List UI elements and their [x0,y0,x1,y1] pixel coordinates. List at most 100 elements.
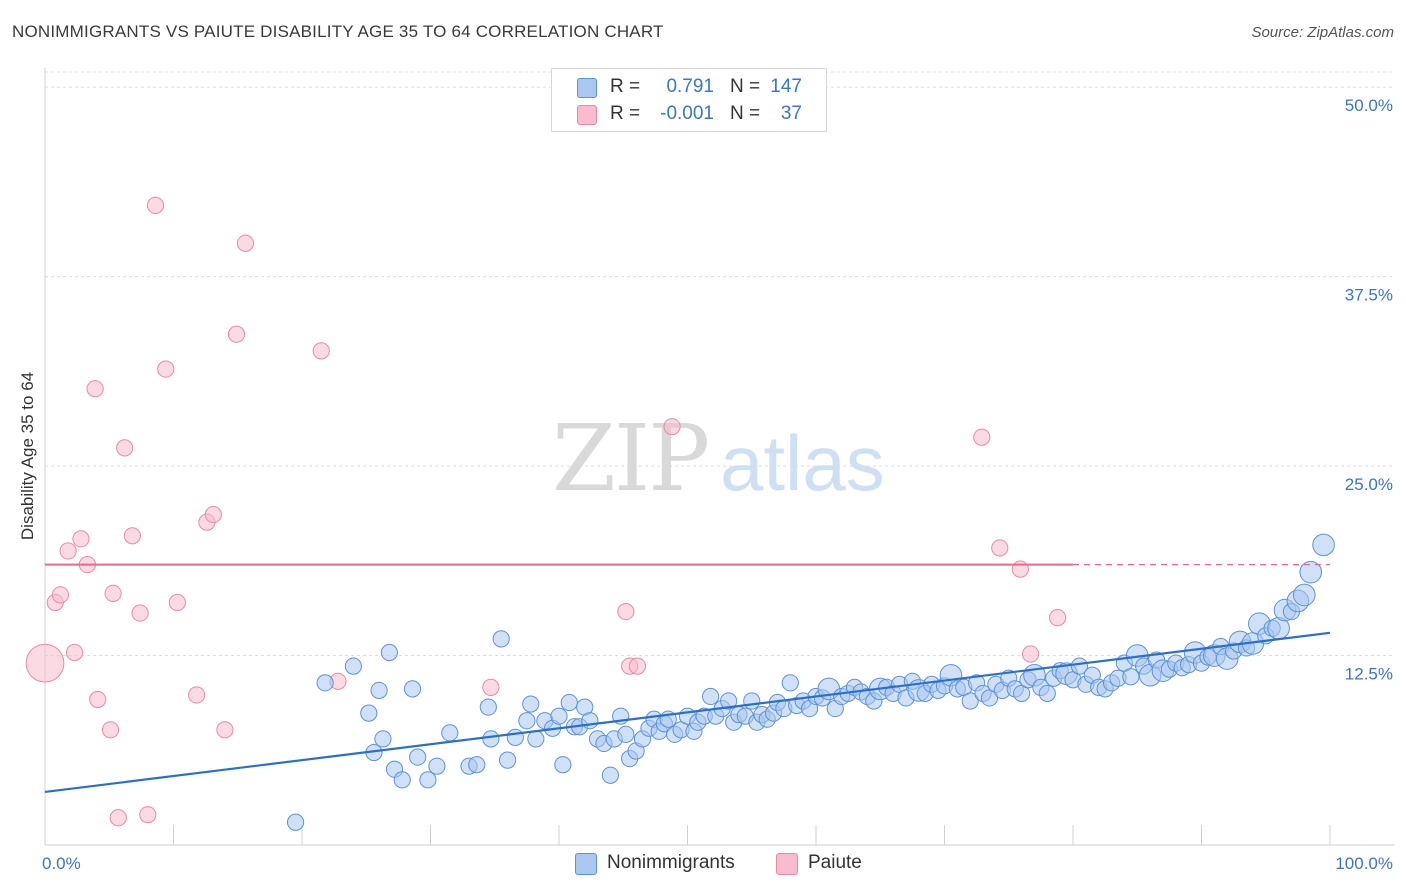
nonimmigrant-point [720,692,738,710]
watermark: ZIP atlas [552,405,885,512]
paiute-point [101,721,120,739]
paiute-point [25,643,65,683]
paiute-point [204,505,222,524]
nonimmigrant-point [961,692,979,710]
paiute-point [116,439,134,457]
nonimmigrant-point [581,712,599,730]
y-tick-label: 37.5% [1345,286,1393,305]
legend-label: Nonimmigrants [607,852,735,873]
paiute-point [157,360,175,378]
paiute-point [1048,609,1067,627]
x-tick-label: 0.0% [42,854,81,873]
legend-row-paiute: R = -0.001 N = 37 [552,101,826,127]
paiute-point [51,586,70,604]
paiute-point [663,418,681,436]
paiute-point [146,196,165,214]
y-tick-label: 25.0% [1345,475,1393,494]
legend-n-label: N = [730,76,761,97]
paiute-point [168,593,186,612]
legend-label: Paiute [808,852,862,873]
nonimmigrant-point [468,756,486,774]
nonimmigrant-point [1312,533,1335,557]
y-tick-labels: 12.5% 25.0% 37.5% 50.0% [1345,96,1393,683]
nonimmigrant-point [479,698,497,716]
paiute-point [104,584,122,602]
nonimmigrant-point [617,725,635,743]
gridlines [45,71,1395,657]
paiute-points [25,196,1067,827]
nonimmigrant-point [601,766,620,784]
nonimmigrant-point [393,771,411,789]
stats-legend: R = 0.791 N = 147 R = -0.001 N = 37 [551,68,827,132]
paiute-point [973,428,991,446]
nonimmigrant-point [522,695,540,713]
paiute-point [216,721,234,739]
paiute-point [72,530,90,548]
legend-r-value: 0.791 [666,76,714,97]
chart-title: NONIMMIGRANTS VS PAIUTE DISABILITY AGE 3… [12,22,664,41]
legend-n-value: 37 [780,103,802,124]
paiute-point [617,602,635,621]
nonimmigrant-point [743,692,761,710]
paiute-point [1011,560,1029,578]
nonimmigrant-point [409,748,427,766]
nonimmigrant-point [702,687,720,706]
legend-row-nonimmigrants: R = 0.791 N = 147 [552,74,826,100]
paiute-point [312,342,330,360]
nonimmigrant-point [560,693,578,712]
y-tick-label: 12.5% [1345,665,1393,684]
paiute-point [139,806,157,824]
legend-swatch-blue [575,853,597,875]
paiute-point [59,542,77,560]
nonimmigrant-point [344,657,362,675]
axes [44,68,1395,846]
y-tick-label: 50.0% [1345,96,1393,115]
nonimmigrant-point [1070,657,1089,675]
nonimmigrant-point [1293,583,1316,607]
paiute-point [236,234,255,252]
paiute-point [628,657,646,675]
source-label: Source: ZipAtlas.com [1251,24,1394,41]
nonimmigrant-point [403,680,422,698]
trend-lines [44,563,1331,794]
nonimmigrant-point [1299,560,1323,584]
nonimmigrant-point [492,630,510,648]
nonimmigrant-point [527,730,545,748]
paiute-point [131,604,149,622]
paiute-point [123,527,141,545]
nonimmigrant-point [506,728,524,746]
nonimmigrant-point [360,704,378,722]
nonimmigrant-point [428,757,446,775]
legend-swatch-blue [577,78,597,98]
paiute-point [991,539,1009,557]
legend-swatch-pink [776,853,798,875]
nonimmigrant-points [286,533,1335,831]
nonimmigrant-point [370,681,388,700]
nonimmigrant-point [781,674,799,692]
nonimmigrant-point [441,724,459,742]
y-axis-title: Disability Age 35 to 64 [18,372,37,540]
nonimmigrant-point [554,756,572,774]
nonimmigrant-point [316,674,334,692]
legend-n-label: N = [730,103,761,124]
series-legend: Nonimmigrants Paiute [0,852,1406,878]
paiute-point [227,325,246,343]
legend-r-value: -0.001 [660,103,714,124]
nonimmigrant-point [550,707,568,725]
paiute-point [89,690,107,709]
paiute-point [482,678,500,696]
paiute-point [1021,645,1040,663]
nonimmigrant-point [482,730,500,748]
watermark-atlas: atlas [720,419,885,507]
legend-n-value: 147 [770,76,802,97]
nonimmigrant-point [518,712,536,730]
nonimmigrant-point [499,751,517,769]
nonimmigrant-point [286,813,305,831]
watermark-zip: ZIP [552,405,708,512]
paiute-point [109,809,127,827]
legend-r-label: R = [610,76,641,97]
nonimmigrant-point [1038,684,1056,703]
paiute-point [65,643,84,662]
x-tick-labels: 0.0% 100.0% [42,854,1393,873]
nonimmigrant-point [1122,668,1140,686]
